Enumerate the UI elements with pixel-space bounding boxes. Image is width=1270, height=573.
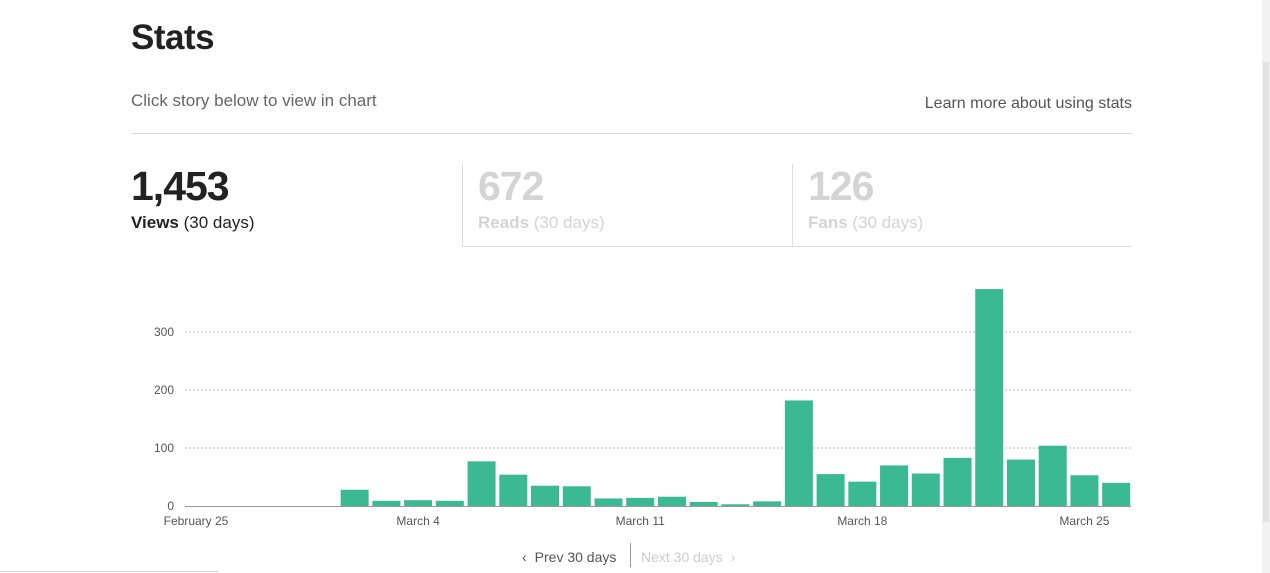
stat-reads-value: 672 <box>478 163 544 209</box>
chart-bar <box>911 473 940 506</box>
chart-bar <box>531 485 560 506</box>
chart-bar <box>880 465 909 506</box>
stat-reads-period: (30 days) <box>533 213 605 232</box>
chart-bar <box>340 489 369 506</box>
chart-bar <box>816 474 845 506</box>
stat-fans-tab[interactable]: 126 Fans (30 days) <box>792 164 1132 247</box>
pager-separator <box>630 543 631 567</box>
y-tick-label: 0 <box>167 499 174 513</box>
chevron-left-icon: ‹ <box>522 549 527 565</box>
views-bar-chart: 0 100 200 300 February 25 March 4 March 11 Marc… <box>154 289 1131 528</box>
stat-reads-label: Reads (30 days) <box>478 213 792 233</box>
chevron-right-icon: › <box>730 549 736 565</box>
next-30-days-label: Next 30 days <box>641 549 723 565</box>
scrollbar-thumb[interactable] <box>1263 62 1269 522</box>
vertical-scrollbar[interactable] <box>1262 0 1270 573</box>
prev-30-days-label: Prev 30 days <box>534 549 617 565</box>
x-tick-label: March 11 <box>616 514 665 528</box>
chart-bar <box>1070 475 1099 506</box>
header-divider <box>131 133 1132 134</box>
stat-fans-name: Fans <box>808 213 848 232</box>
chart-bar <box>499 474 528 506</box>
chart-bar <box>626 497 655 506</box>
stat-fans-period: (30 days) <box>852 213 924 232</box>
chart-bar <box>435 500 464 506</box>
x-tick-label: March 4 <box>396 514 440 528</box>
x-tick-label: March 25 <box>1059 514 1109 528</box>
stat-views-name: Views <box>131 213 179 232</box>
chart-bar <box>657 496 686 506</box>
next-30-days-button[interactable]: Next 30 days › <box>641 549 735 565</box>
chart-bar <box>404 500 433 506</box>
chart-bar <box>721 504 750 506</box>
chart-bar <box>784 400 813 506</box>
stat-reads-name: Reads <box>478 213 530 232</box>
chart-bar <box>975 289 1004 506</box>
chart-bar <box>689 501 718 506</box>
y-tick-label: 300 <box>154 325 174 339</box>
chart-bar <box>562 486 591 506</box>
y-tick-label: 200 <box>154 383 174 397</box>
chart-bar <box>1038 445 1067 506</box>
prev-30-days-button[interactable]: ‹ Prev 30 days <box>522 549 616 565</box>
learn-more-link[interactable]: Learn more about using stats <box>924 95 1132 112</box>
stat-fans-label: Fans (30 days) <box>808 213 1132 233</box>
stat-views-value: 1,453 <box>131 163 230 209</box>
chart-bar <box>594 498 623 506</box>
stat-views-label: Views (30 days) <box>131 213 462 233</box>
stat-views-tab[interactable]: 1,453 Views (30 days) <box>131 164 462 247</box>
stat-views-period: (30 days) <box>183 213 255 232</box>
chart-bar <box>943 457 972 506</box>
y-tick-label: 100 <box>154 441 174 455</box>
page-subtitle: Click story below to view in chart <box>131 91 377 110</box>
chart-bar <box>1102 482 1131 506</box>
stat-fans-value: 126 <box>808 163 874 209</box>
chart-bar <box>372 500 401 506</box>
x-tick-label: February 25 <box>164 514 229 528</box>
stat-reads-tab[interactable]: 672 Reads (30 days) <box>462 164 792 247</box>
page-title: Stats <box>131 18 215 57</box>
chart-bar <box>848 481 877 506</box>
chart-pager: ‹ Prev 30 days Next 30 days › <box>0 543 1270 569</box>
chart-bar <box>1006 459 1035 506</box>
chart-bar <box>753 501 782 506</box>
x-tick-label: March 18 <box>837 514 887 528</box>
chart-bar <box>467 461 496 506</box>
bottom-divider <box>0 571 218 572</box>
